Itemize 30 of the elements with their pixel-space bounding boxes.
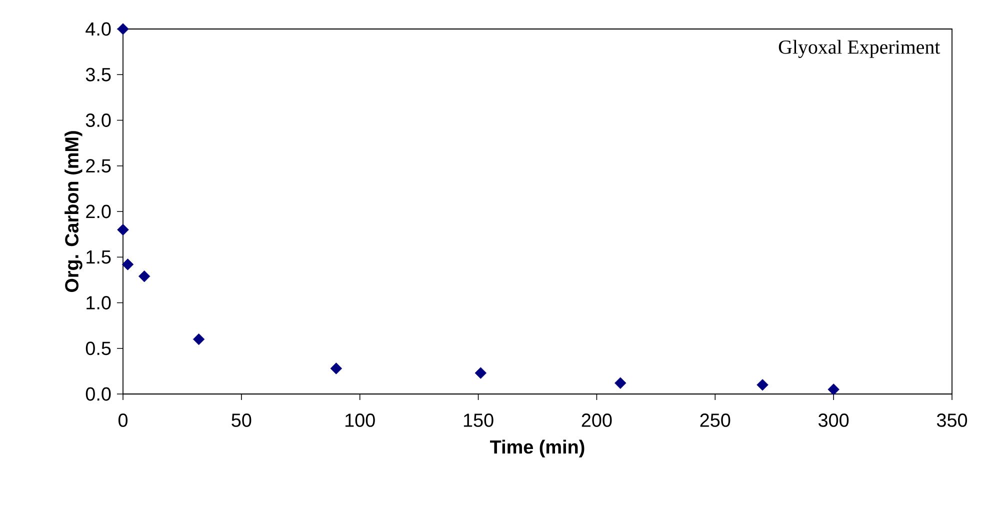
y-tick-label: 0.0 [86, 387, 111, 401]
point [122, 258, 134, 270]
x-tick-label: 350 [936, 414, 968, 427]
point [330, 362, 342, 374]
chart-title: Glyoxal Experiment [778, 40, 940, 58]
x-tick-label: 300 [818, 414, 849, 427]
point [138, 270, 150, 282]
y-tick-label: 3.0 [86, 114, 111, 127]
y-tick-label: 2.0 [86, 204, 111, 218]
point [756, 379, 768, 391]
x-tick-label: 50 [232, 414, 252, 427]
point [614, 377, 626, 389]
x-axis-title: Time (min) [490, 440, 584, 458]
y-axis-title: Org. Carbon (mM) [64, 131, 82, 292]
y-tick-label: 1.0 [86, 296, 111, 310]
y-tick-label: 0.5 [86, 342, 111, 356]
x-tick-label: 250 [700, 414, 730, 427]
point [474, 367, 487, 379]
x-tick-label: 100 [346, 414, 375, 427]
point [192, 333, 205, 346]
x-tick-label: 150 [464, 414, 494, 427]
y-tick-label: 3.5 [86, 68, 111, 82]
y-tick-label: 2.5 [86, 159, 111, 173]
point [117, 23, 129, 35]
point [828, 384, 840, 396]
x-tick-label: 0 [118, 414, 128, 427]
y-tick-label: 4.0 [86, 22, 111, 36]
x-tick-label: 200 [582, 414, 612, 427]
point [117, 224, 129, 236]
y-tick-label: 1.5 [86, 250, 111, 264]
